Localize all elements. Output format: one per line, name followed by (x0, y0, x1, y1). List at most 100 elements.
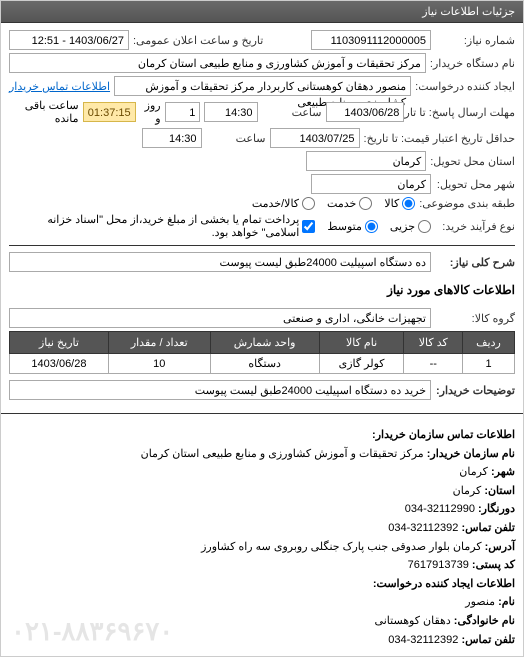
contact-address: کرمان بلوار صدوقی جنب پارک جنگلی روبروی … (201, 541, 482, 553)
contact-phone-label: تلفن تماس: (461, 522, 515, 534)
row-validity: حداقل تاریخ اعتبار قیمت: تا تاریخ: 1403/… (9, 128, 515, 148)
radio-kala-label: کالا (384, 197, 399, 210)
radio-kala[interactable]: کالا (384, 197, 415, 210)
radio-kala-khadmat-input[interactable] (302, 197, 315, 210)
announce-field: 1403/06/27 - 12:51 (9, 30, 129, 50)
row-subject-class: طبقه بندی موضوعی: کالا خدمت کالا/خدمت (9, 197, 515, 210)
col-row-no: ردیف (463, 332, 515, 354)
row-deadline: مهلت ارسال پاسخ: تا تاریخ: 1403/06/28 سا… (9, 99, 515, 125)
requester-name-label: نام: (498, 596, 515, 608)
col-unit: واحد شمارش (210, 332, 319, 354)
cell-code: -- (404, 354, 463, 374)
cell-date: 1403/06/28 (10, 354, 109, 374)
subject-class-label: طبقه بندی موضوعی: (419, 197, 515, 210)
requester-section-title: اطلاعات ایجاد کننده درخواست: (9, 576, 515, 594)
contact-province: کرمان (453, 485, 482, 497)
col-name: نام کالا (319, 332, 404, 354)
city-label: شهر محل تحویل: (435, 178, 515, 191)
panel-title: جزئیات اطلاعات نیاز (422, 6, 515, 18)
contact-org-label: نام سازمان خریدار: (427, 448, 515, 460)
requester-name: منصور (465, 596, 495, 608)
cell-name: کولر گازی (319, 354, 404, 374)
deadline-date-field: 1403/06/28 (326, 102, 405, 122)
row-need-no: شماره نیاز: 1103091112000005 تاریخ و ساع… (9, 30, 515, 50)
announce-label: تاریخ و ساعت اعلان عمومی: (133, 34, 263, 47)
goods-section: گروه کالا: تجهیزات خانگی، اداری و صنعتی … (1, 301, 523, 407)
contact-province-row: استان: کرمان (9, 483, 515, 501)
buyer-org-field: مرکز تحقیقات و آموزش کشاورزی و منابع طبی… (9, 53, 426, 73)
col-code: کد کالا (404, 332, 463, 354)
row-city: شهر محل تحویل: کرمان (9, 174, 515, 194)
form-section: شماره نیاز: 1103091112000005 تاریخ و ساع… (1, 23, 523, 279)
separator-1 (9, 245, 515, 246)
requester-phone: 32112392-034 (388, 634, 458, 646)
cell-row-no: 1 (463, 354, 515, 374)
row-goods-group: گروه کالا: تجهیزات خانگی، اداری و صنعتی (9, 308, 515, 328)
contact-section-title: اطلاعات تماس سازمان خریدار: (9, 427, 515, 445)
process-type-label: نوع فرآیند خرید: (435, 220, 515, 233)
goods-group-label: گروه کالا: (435, 312, 515, 325)
radio-kala-input[interactable] (402, 197, 415, 210)
goods-table-header-row: ردیف کد کالا نام کالا واحد شمارش تعداد /… (10, 332, 515, 354)
contact-address-label: آدرس: (485, 541, 515, 553)
validity-date-field: 1403/07/25 (270, 128, 360, 148)
requester-phone-row: تلفن تماس: 32112392-034 (9, 632, 515, 650)
time-label-2: ساعت (206, 132, 266, 145)
cell-qty: 10 (108, 354, 210, 374)
requester-phone-label: تلفن تماس: (461, 634, 515, 646)
contact-province-label: استان: (484, 485, 515, 497)
table-row: 1 -- کولر گازی دستگاه 10 1403/06/28 (10, 354, 515, 374)
buyer-org-label: نام دستگاه خریدار: (430, 57, 515, 70)
requester-lname: دهقان کوهستانی (375, 615, 451, 627)
row-need-title: شرح کلی نیاز: ده دستگاه اسپیلیت 24000طبق… (9, 252, 515, 272)
requester-name-row: نام: منصور (9, 594, 515, 612)
radio-khadmat-label: خدمت (327, 197, 356, 210)
payment-checkbox-input[interactable] (302, 220, 315, 233)
buyer-desc-label: توضیحات خریدار: (435, 384, 515, 397)
requester-lname-row: نام خانوادگی: دهقان کوهستانی (9, 613, 515, 631)
contact-fax: 32112990-034 (405, 503, 475, 515)
province-label: استان محل تحویل: (430, 155, 515, 168)
row-requester: ایجاد کننده درخواست: منصور دهقان کوهستان… (9, 76, 515, 96)
row-buyer-org: نام دستگاه خریدار: مرکز تحقیقات و آموزش … (9, 53, 515, 73)
cell-unit: دستگاه (210, 354, 319, 374)
contact-section: اطلاعات تماس سازمان خریدار: نام سازمان خ… (1, 420, 523, 656)
goods-group-field: تجهیزات خانگی، اداری و صنعتی (9, 308, 431, 328)
need-title-field: ده دستگاه اسپیلیت 24000طبق لیست پیوست (9, 252, 431, 272)
requester-lname-label: نام خانوادگی: (454, 615, 515, 627)
contact-address-row: آدرس: کرمان بلوار صدوقی جنب پارک جنگلی ر… (9, 539, 515, 557)
buyer-contact-link[interactable]: اطلاعات تماس خریدار (9, 80, 110, 93)
city-field: کرمان (311, 174, 431, 194)
contact-org: مرکز تحقیقات و آموزش کشاورزی و منابع طبی… (141, 448, 424, 460)
contact-postal: 7617913739 (408, 559, 469, 571)
radio-motavasset-label: متوسط (327, 220, 362, 233)
radio-kala-khadmat-label: کالا/خدمت (252, 197, 299, 210)
goods-section-title: اطلاعات کالاهای مورد نیاز (1, 279, 523, 301)
details-panel: جزئیات اطلاعات نیاز شماره نیاز: 11030911… (0, 0, 524, 657)
contact-phone: 32112392-034 (388, 522, 458, 534)
days-field: 1 (165, 102, 201, 122)
contact-phone-row: تلفن تماس: 32112392-034 (9, 520, 515, 538)
radio-motavasset[interactable]: متوسط (327, 220, 378, 233)
contact-postal-label: کد پستی: (472, 559, 515, 571)
buyer-desc-field: خرید ده دستگاه اسپیلیت 24000طبق لیست پیو… (9, 380, 431, 400)
goods-table: ردیف کد کالا نام کالا واحد شمارش تعداد /… (9, 331, 515, 374)
radio-kala-khadmat[interactable]: کالا/خدمت (252, 197, 315, 210)
contact-postal-row: کد پستی: 7617913739 (9, 557, 515, 575)
radio-khadmat[interactable]: خدمت (327, 197, 372, 210)
row-province: استان محل تحویل: کرمان (9, 151, 515, 171)
need-title-label: شرح کلی نیاز: (435, 256, 515, 269)
validity-time-field: 14:30 (142, 128, 202, 148)
countdown-field: 01:37:15 (83, 102, 136, 122)
payment-checkbox-item[interactable]: پرداخت تمام یا بخشی از مبلغ خرید،از محل … (9, 213, 315, 239)
radio-jozei-input[interactable] (418, 220, 431, 233)
separator-2 (1, 413, 523, 414)
need-no-field: 1103091112000005 (311, 30, 431, 50)
radio-motavasset-input[interactable] (365, 220, 378, 233)
requester-field: منصور دهقان کوهستانی کاربردار مرکز تحقیق… (114, 76, 411, 96)
row-buyer-desc: توضیحات خریدار: خرید ده دستگاه اسپیلیت 2… (9, 380, 515, 400)
panel-header: جزئیات اطلاعات نیاز (1, 1, 523, 23)
radio-khadmat-input[interactable] (359, 197, 372, 210)
radio-jozei[interactable]: جزیی (390, 220, 431, 233)
time-label-1: ساعت (262, 106, 322, 119)
